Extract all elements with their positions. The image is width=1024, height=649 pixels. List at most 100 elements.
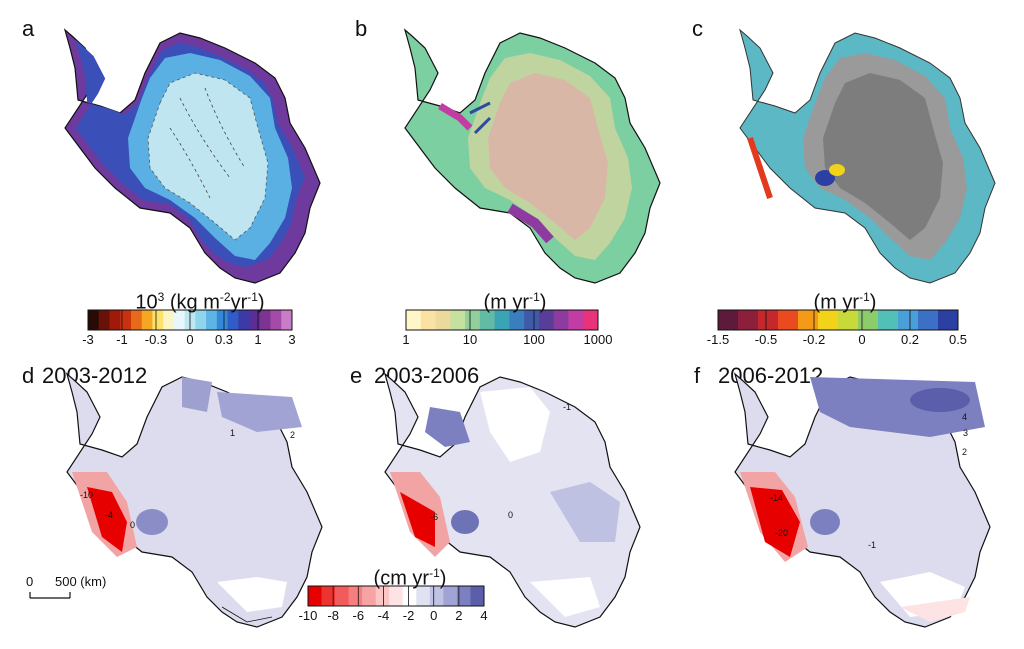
contour-label: -14: [770, 493, 784, 503]
contour-label: 2: [962, 447, 968, 457]
colorbar-tick-label: 3: [288, 332, 296, 347]
colorbar-swatch: [348, 586, 363, 606]
colorbar-swatch: [259, 310, 272, 330]
colorbar-tick-label: 0: [186, 332, 194, 347]
colorbar-tick-label: 0.2: [900, 332, 920, 347]
colorbar-dhdt-title: (m yr-1): [813, 290, 877, 314]
colorbar-smb: [87, 309, 293, 331]
colorbar-tick-label: 0: [858, 332, 866, 347]
colorbar-tick-label: -1.5: [706, 332, 730, 347]
colorbar-tick-label: -2: [402, 608, 415, 623]
contour-label: -4: [105, 510, 114, 520]
colorbar-swatch: [249, 310, 261, 330]
contour-label: -10: [80, 490, 94, 500]
period-f: 2006-2012: [718, 363, 824, 388]
colorbar-swatch: [321, 586, 336, 606]
colorbar-swatch: [583, 310, 599, 330]
contour-label: 0: [130, 520, 136, 530]
colorbar-smb-title: 103 (kg m-2yr-1): [135, 290, 265, 314]
colorbar-tick-label: 2: [455, 608, 463, 623]
contour-label: 3: [963, 428, 969, 438]
colorbar-swatch: [227, 310, 239, 330]
scale-bar-zero: 0: [26, 574, 34, 589]
colorbar-swatch: [818, 310, 839, 330]
colorbar-gravity: [307, 585, 485, 607]
colorbar-swatch: [758, 310, 779, 330]
contour-label: 0: [508, 510, 514, 520]
map-panel-c: [739, 29, 996, 284]
colorbar-tick-label: 1000: [583, 332, 613, 347]
colorbar-tick-label: -10: [298, 608, 318, 623]
colorbar-swatch: [420, 310, 437, 330]
colorbar-swatch: [308, 586, 323, 606]
colorbar-swatch: [281, 310, 293, 330]
colorbar-tick-label: 10: [462, 332, 478, 347]
map-panel-a: [64, 29, 321, 284]
colorbar-swatch: [858, 310, 879, 330]
contour-label: 2: [290, 430, 296, 440]
contour-label: 1: [230, 428, 236, 438]
colorbar-swatch: [120, 310, 132, 330]
colorbar-swatch: [238, 310, 250, 330]
map-panel-e: [384, 373, 641, 628]
colorbar-swatch: [450, 310, 466, 330]
colorbar-swatch: [173, 310, 186, 330]
colorbar-swatch: [216, 310, 229, 330]
colorbar-swatch: [109, 310, 121, 330]
colorbar-swatch: [494, 310, 510, 330]
map-panel-f: [734, 373, 991, 628]
colorbar-swatch: [509, 310, 525, 330]
colorbar-tick-label: -1: [116, 332, 128, 347]
colorbar-tick-label: 0: [430, 608, 438, 623]
colorbar-tick-label: -3: [82, 332, 94, 347]
colorbar-swatch: [898, 310, 919, 330]
colorbar-dhdt: [717, 309, 959, 331]
colorbar-tick-label: 0.5: [948, 332, 968, 347]
colorbar-tick-label: 1: [402, 332, 410, 347]
period-e: 2003-2006: [374, 363, 480, 388]
colorbar-swatch: [938, 310, 959, 330]
colorbar-swatch: [152, 310, 164, 330]
colorbar-swatch: [362, 586, 377, 606]
colorbar-swatch: [718, 310, 739, 330]
panel-letter-d: d: [22, 363, 35, 388]
colorbar-tick-label: -0.5: [754, 332, 778, 347]
map-panel-d: [66, 373, 323, 628]
panel-letter-f: f: [694, 363, 701, 388]
colorbar-tick-label: -4: [377, 608, 390, 623]
panel-letter-b: b: [355, 16, 368, 41]
contour-label: -1: [563, 402, 572, 412]
colorbar-swatch: [538, 310, 555, 330]
period-d: 2003-2012: [42, 363, 148, 388]
panel-letter-c: c: [692, 16, 703, 41]
panel-letter-a: a: [22, 16, 35, 41]
colorbar-swatch: [141, 310, 153, 330]
contour-label: 4: [962, 412, 968, 422]
colorbar-velocity: [405, 309, 599, 331]
colorbar-swatch: [878, 310, 899, 330]
contour-label: -1: [868, 540, 877, 550]
colorbar-tick-label: -8: [327, 608, 339, 623]
colorbar-swatch: [838, 310, 859, 330]
colorbar-swatch: [470, 586, 485, 606]
colorbar-velocity-title: (m yr-1): [483, 290, 547, 314]
colorbar-swatch: [270, 310, 282, 330]
colorbar-swatch: [406, 310, 422, 330]
colorbar-swatch: [389, 586, 404, 606]
colorbar-tick-label: -6: [352, 608, 365, 623]
map-panel-b: [404, 29, 661, 284]
colorbar-swatch: [465, 310, 481, 330]
colorbar-swatch: [443, 586, 458, 606]
colorbar-tick-label: 4: [480, 608, 488, 623]
colorbar-swatch: [88, 310, 100, 330]
colorbar-swatch: [479, 310, 496, 330]
contour-label: -20: [775, 528, 789, 538]
colorbar-tick-label: 0.3: [214, 332, 234, 347]
colorbar-tick-label: 1: [254, 332, 262, 347]
colorbar-swatch: [195, 310, 207, 330]
scale-bar-distance: 500 (km): [55, 574, 107, 589]
colorbar-tick-label: -0.2: [802, 332, 826, 347]
colorbar-swatch: [163, 310, 175, 330]
colorbar-swatch: [375, 586, 390, 606]
